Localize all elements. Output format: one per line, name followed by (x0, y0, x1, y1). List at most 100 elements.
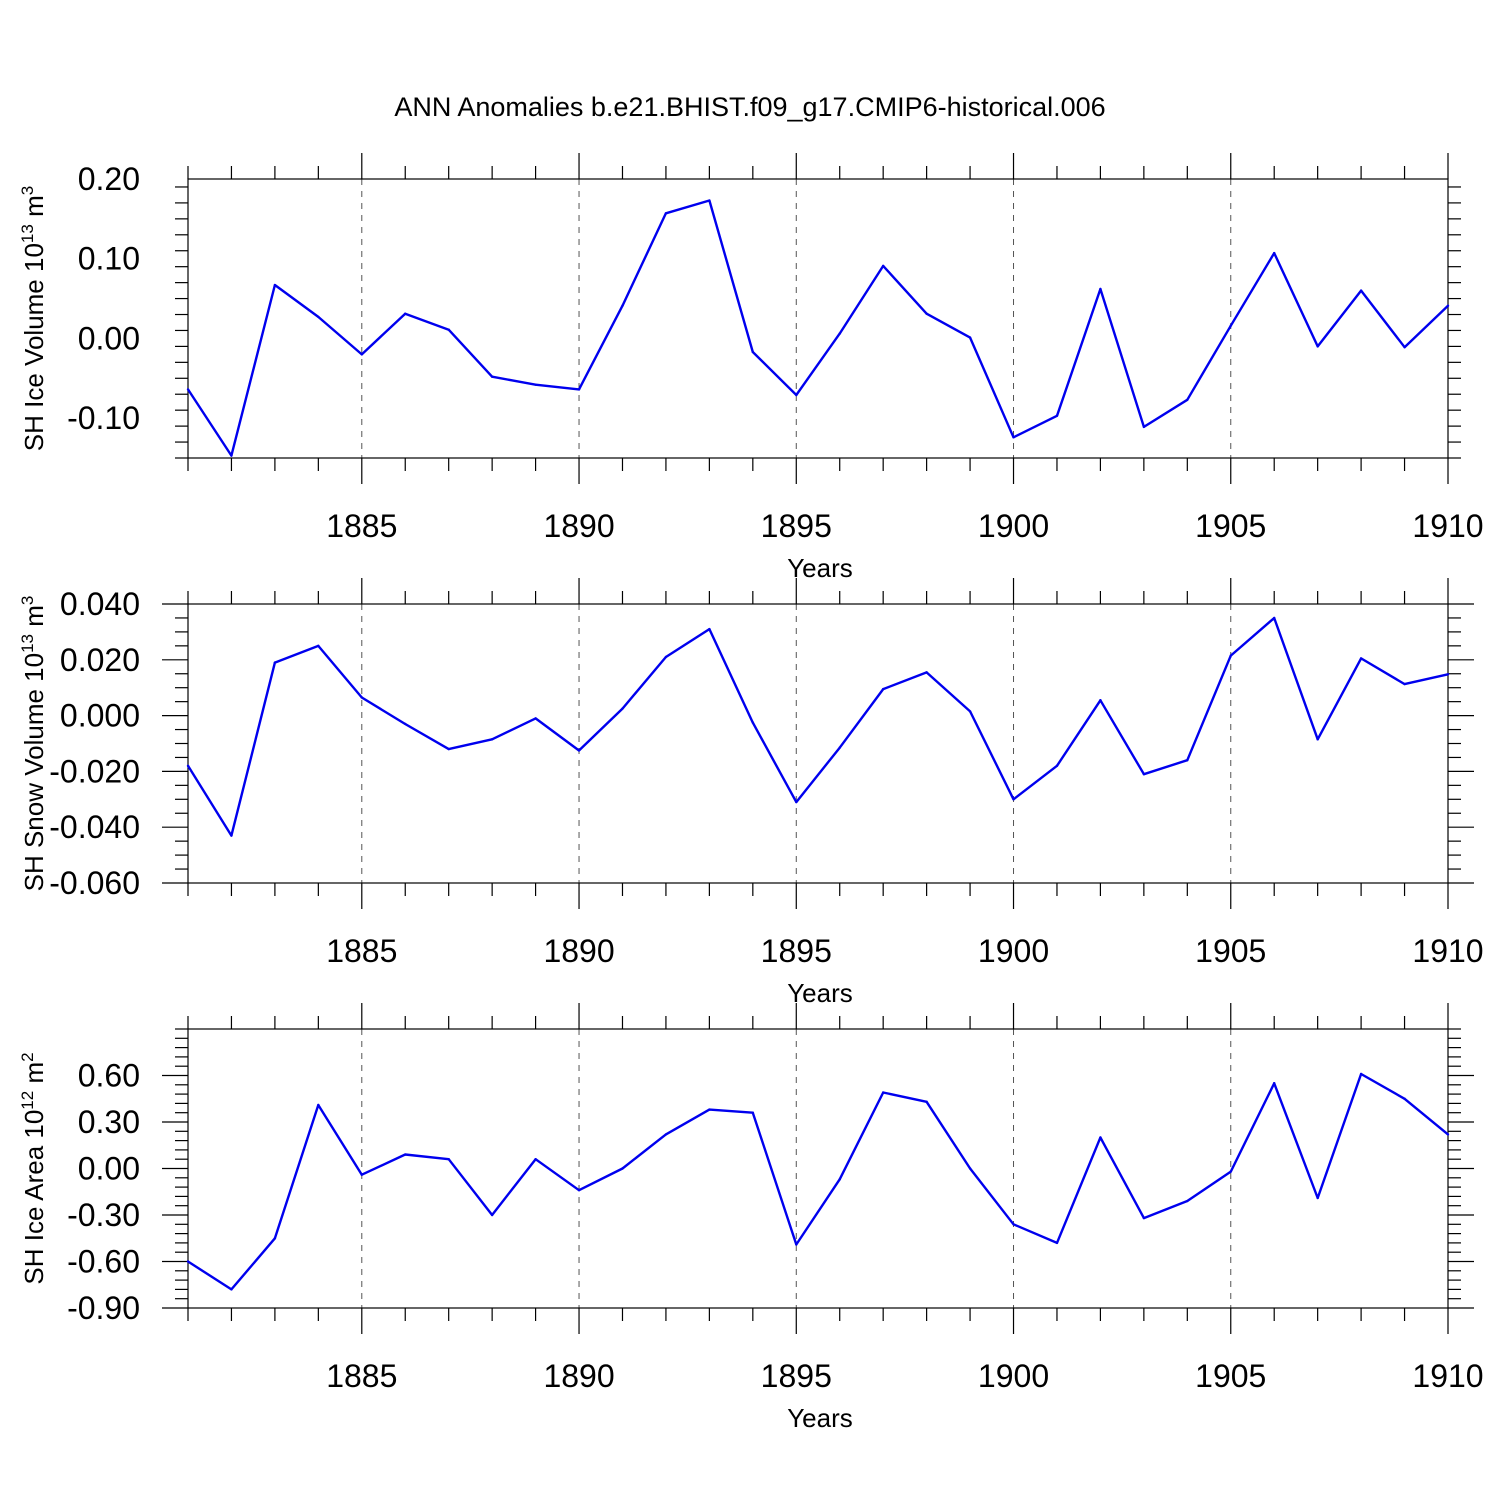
data-point (1446, 1133, 1450, 1136)
y-tick-label: -0.020 (49, 753, 140, 789)
x-tick-label: 1900 (978, 508, 1049, 544)
data-point (1055, 414, 1059, 417)
data-point (795, 393, 798, 397)
panels: 1885 1890 1895 1900 1905 1910 0.20 0.10 0.00 -0.1… (18, 153, 1484, 1433)
data-point (708, 627, 711, 631)
x-tick-label: 1885 (326, 1358, 397, 1394)
data-point (925, 671, 928, 674)
data-point (1099, 1136, 1102, 1139)
x-tick-label: 1890 (543, 933, 614, 969)
x-tick-label: 1895 (761, 508, 832, 544)
data-point (273, 283, 277, 287)
data-point (1403, 345, 1406, 349)
y-tick-label: 0.000 (60, 698, 140, 734)
y-tick-label: 0.040 (60, 586, 140, 622)
data-point (1142, 772, 1146, 776)
data-point (534, 1158, 537, 1161)
y-axis-label-superscript: 3 (18, 186, 37, 195)
data-point (360, 1173, 363, 1176)
data-line (187, 1072, 1449, 1291)
data-point (490, 375, 494, 378)
data-point (317, 1103, 320, 1107)
data-point (1316, 1196, 1319, 1200)
y-axis-label-text: m (19, 1062, 49, 1091)
x-tick-label: 1885 (326, 508, 397, 544)
y-tick-label: 0.20 (78, 161, 140, 197)
panel-2: 1885 1890 1895 1900 1905 1910 0.040 0.020 0.000 -… (18, 578, 1484, 1008)
y-axis-label-superscript: 13 (18, 224, 37, 243)
data-point (1186, 1199, 1189, 1203)
data-point (404, 312, 407, 315)
data-point (404, 722, 407, 726)
data-point (751, 721, 755, 724)
x-tick-label: 1900 (978, 1358, 1049, 1394)
data-point (534, 717, 537, 720)
data-point (230, 1288, 233, 1291)
y-tick-label: 0.10 (78, 241, 140, 277)
data-point (490, 1213, 494, 1217)
y-axis-label: SH Ice Area 1012 m2 (18, 1052, 49, 1284)
data-point (1403, 682, 1406, 686)
data-point (360, 353, 363, 356)
data-point (881, 264, 885, 268)
data-point (1012, 1223, 1015, 1226)
data-point (1055, 1241, 1059, 1245)
x-axis-label: Years (787, 1403, 853, 1433)
data-line (186, 199, 1449, 457)
x-tick-label: 1895 (761, 933, 832, 969)
data-point (664, 212, 668, 215)
data-point (577, 1189, 581, 1192)
data-point (664, 655, 668, 659)
data-point (273, 661, 277, 664)
y-tick-label: -0.30 (67, 1197, 140, 1233)
data-point (447, 1158, 450, 1161)
data-point (925, 1100, 928, 1104)
data-point (925, 312, 928, 315)
data-point (838, 746, 841, 749)
y-axis-label: SH Ice Volume 1013 m3 (18, 186, 49, 451)
y-tick-label: -0.90 (67, 1290, 140, 1326)
y-tick-label: 0.020 (60, 642, 140, 678)
y-tick-label: 0.30 (78, 1104, 140, 1140)
data-point (795, 1243, 798, 1246)
data-point (881, 687, 885, 691)
y-axis-label-superscript: 13 (18, 634, 37, 653)
data-point (1316, 738, 1319, 741)
y-tick-label: -0.10 (67, 400, 140, 436)
x-tick-label: 1900 (978, 933, 1049, 969)
y-axis-label-superscript: 12 (18, 1091, 37, 1110)
data-point (1186, 759, 1189, 762)
data-point (230, 834, 233, 837)
data-point (1273, 616, 1276, 620)
data-point (1403, 1097, 1406, 1100)
data-point (751, 350, 755, 354)
data-point (1142, 1216, 1146, 1220)
x-tick-label: 1890 (543, 1358, 614, 1394)
plot-frame (187, 178, 1449, 459)
x-tick-label: 1905 (1195, 508, 1266, 544)
y-tick-label: 0.00 (78, 1151, 140, 1187)
y-tick-label: -0.060 (49, 865, 140, 901)
y-axis-label-superscript: 3 (18, 596, 37, 605)
y-axis-label-text: SH Snow Volume 10 (19, 653, 49, 891)
data-point (404, 1153, 407, 1156)
x-tick-label: 1910 (1412, 933, 1483, 969)
data-point (577, 749, 581, 752)
data-point (968, 336, 972, 339)
x-axis-label: Years (787, 553, 853, 583)
data-point (1099, 699, 1102, 702)
data-point (447, 747, 450, 751)
data-point (534, 383, 537, 386)
data-point (1359, 1072, 1363, 1076)
x-tick-label: 1885 (326, 933, 397, 969)
data-point (1446, 673, 1450, 676)
data-point (968, 1167, 972, 1170)
x-tick-label: 1890 (543, 508, 614, 544)
data-point (1186, 398, 1189, 402)
data-point (1316, 345, 1319, 348)
plot-frame (187, 603, 1449, 884)
x-tick-label: 1905 (1195, 933, 1266, 969)
data-point (360, 696, 363, 699)
data-point (881, 1091, 885, 1094)
